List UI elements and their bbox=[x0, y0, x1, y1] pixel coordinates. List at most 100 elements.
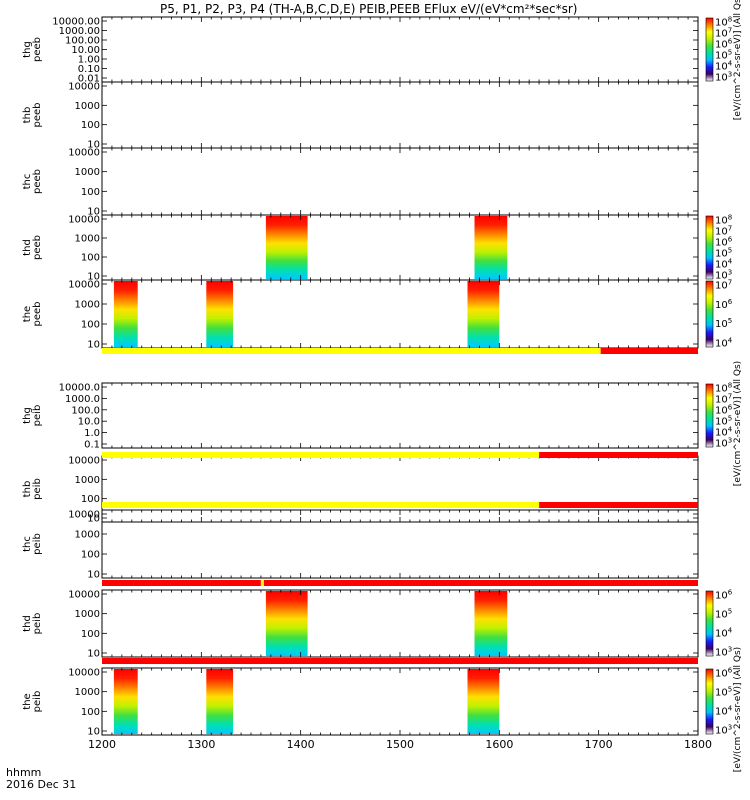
y-axis-label: peib bbox=[32, 405, 43, 427]
mode-segment bbox=[539, 502, 698, 508]
y-tick-label: 10000 bbox=[68, 456, 100, 467]
y-tick-label: 100 bbox=[81, 494, 100, 505]
x-tick-label: 1800 bbox=[684, 738, 712, 751]
y-axis-label: peeb bbox=[32, 103, 43, 128]
y-tick-label: 10 bbox=[87, 140, 100, 151]
y-tick-label: 10000 bbox=[68, 215, 100, 226]
y-tick-label: 1000 bbox=[75, 101, 100, 112]
colorbar-tick-label: 104 bbox=[715, 705, 733, 718]
y-tick-label: 1.00 bbox=[78, 55, 100, 66]
colorbar-label: [eV/(cm^2-s-sr-eV)] (All Qs) bbox=[733, 0, 743, 120]
y-tick-label: 10000 bbox=[68, 280, 100, 291]
data-block-1 bbox=[113, 281, 138, 347]
y-axis-label: thg bbox=[22, 407, 33, 424]
y-tick-label: 10000 bbox=[68, 668, 100, 679]
x-tick-label: 1400 bbox=[287, 738, 315, 751]
x-axis: 1200 1300 1400 1500 1600 1700 1800 bbox=[88, 738, 712, 751]
data-block-3 bbox=[467, 669, 500, 734]
panel-the-peib: 10000 1000 100 10 the peib 106 105 104 103 [eV/(cm… bbox=[22, 647, 743, 772]
y-axis-label: peeb bbox=[32, 37, 43, 62]
colorbar-tick-label: 104 bbox=[715, 337, 733, 350]
data-block-3 bbox=[467, 281, 500, 347]
mode-bar-2 bbox=[102, 452, 698, 458]
x-tick-label: 1200 bbox=[88, 738, 116, 751]
plot-frame bbox=[101, 589, 699, 658]
y-tick-label: 10000 bbox=[68, 510, 100, 521]
y-axis-label: the bbox=[22, 306, 33, 322]
y-tick-label: 100 bbox=[81, 707, 100, 718]
colorbar bbox=[705, 215, 714, 280]
colorbar-tick-label: 103 bbox=[715, 437, 732, 450]
y-tick-label: 100.00 bbox=[65, 36, 100, 47]
y-tick-label: 10000 bbox=[68, 148, 100, 159]
y-tick-label: 10.00 bbox=[71, 45, 100, 56]
y-axis-label: thd bbox=[22, 239, 33, 256]
mode-segment bbox=[102, 580, 261, 586]
colorbar-tick-label: 103 bbox=[715, 646, 732, 659]
mode-segment bbox=[102, 452, 540, 458]
colorbar-tick-label: 103 bbox=[715, 724, 732, 737]
y-axis-label: thb bbox=[22, 481, 33, 498]
data-block-1 bbox=[265, 216, 308, 279]
y-tick-label: 10 bbox=[87, 570, 100, 581]
data-block-2 bbox=[206, 281, 234, 347]
colorbar-tick-label: 106 bbox=[715, 298, 733, 311]
mode-bar-5 bbox=[102, 658, 698, 664]
y-tick-label: 10 bbox=[87, 272, 100, 283]
panel-thc-peib: 10000 1000 100 10 thc peib bbox=[22, 509, 699, 581]
y-tick-label: 10 bbox=[87, 340, 100, 351]
colorbar-tick-label: 107 bbox=[715, 279, 732, 292]
mode-bars-layer bbox=[102, 348, 698, 664]
y-tick-label: 10000 bbox=[68, 82, 100, 93]
y-tick-label: 1.0 bbox=[84, 428, 100, 439]
y-tick-label: 1000.0 bbox=[65, 394, 100, 405]
y-tick-label: 10 bbox=[87, 514, 100, 525]
y-tick-label: 10 bbox=[87, 727, 100, 738]
y-axis-label: peib bbox=[32, 478, 43, 500]
y-tick-label: 1000 bbox=[75, 234, 100, 245]
y-axis-label: peib bbox=[32, 613, 43, 635]
y-tick-label: 10000.00 bbox=[52, 17, 100, 28]
colorbar-label: [eV/(cm^2-s-sr-eV)] (All Qs) bbox=[733, 361, 743, 486]
y-tick-label: 0.10 bbox=[78, 64, 100, 75]
x-tick-label: 1700 bbox=[585, 738, 613, 751]
y-tick-label: 100 bbox=[81, 187, 100, 198]
y-tick-label: 100 bbox=[81, 253, 100, 264]
y-axis-label: peeb bbox=[32, 235, 43, 260]
y-axis-label: peib bbox=[32, 533, 43, 555]
plot-frame bbox=[101, 147, 699, 216]
mode-segment bbox=[102, 502, 540, 508]
data-block-1 bbox=[113, 669, 138, 734]
x-axis-title: hhmm bbox=[6, 766, 42, 779]
y-tick-label: 10000.0 bbox=[59, 383, 100, 394]
mode-segment bbox=[260, 580, 264, 586]
colorbar-tick-label: 104 bbox=[715, 627, 733, 640]
plot-frame bbox=[101, 382, 699, 449]
mode-segment bbox=[263, 580, 698, 586]
plot-frame bbox=[101, 667, 699, 736]
y-axis-label: thc bbox=[22, 174, 33, 190]
colorbar-tick-label: 105 bbox=[715, 608, 732, 621]
x-tick-label: 1500 bbox=[386, 738, 414, 751]
y-tick-label: 1000 bbox=[75, 300, 100, 311]
y-tick-label: 1000 bbox=[75, 167, 100, 178]
colorbar bbox=[705, 17, 714, 82]
y-axis-label: thd bbox=[22, 615, 33, 632]
x-tick-label: 1600 bbox=[485, 738, 513, 751]
y-axis-label: thg bbox=[22, 41, 33, 58]
y-tick-label: 100.0 bbox=[71, 405, 100, 416]
colorbar bbox=[705, 668, 714, 735]
colorbar-tick-label: 105 bbox=[715, 317, 732, 330]
chart-title: P5, P1, P2, P3, P4 (TH-A,B,C,D,E) PEIB,P… bbox=[160, 2, 578, 16]
y-tick-label: 1000 bbox=[75, 530, 100, 541]
colorbar-tick-label: 103 bbox=[715, 71, 732, 84]
colorbar bbox=[705, 383, 714, 448]
y-axis-label: the bbox=[22, 693, 33, 709]
y-tick-label: 100 bbox=[81, 550, 100, 561]
colorbar-label: [eV/(cm^2-s-sr-eV)] (All Qs) bbox=[733, 647, 743, 772]
